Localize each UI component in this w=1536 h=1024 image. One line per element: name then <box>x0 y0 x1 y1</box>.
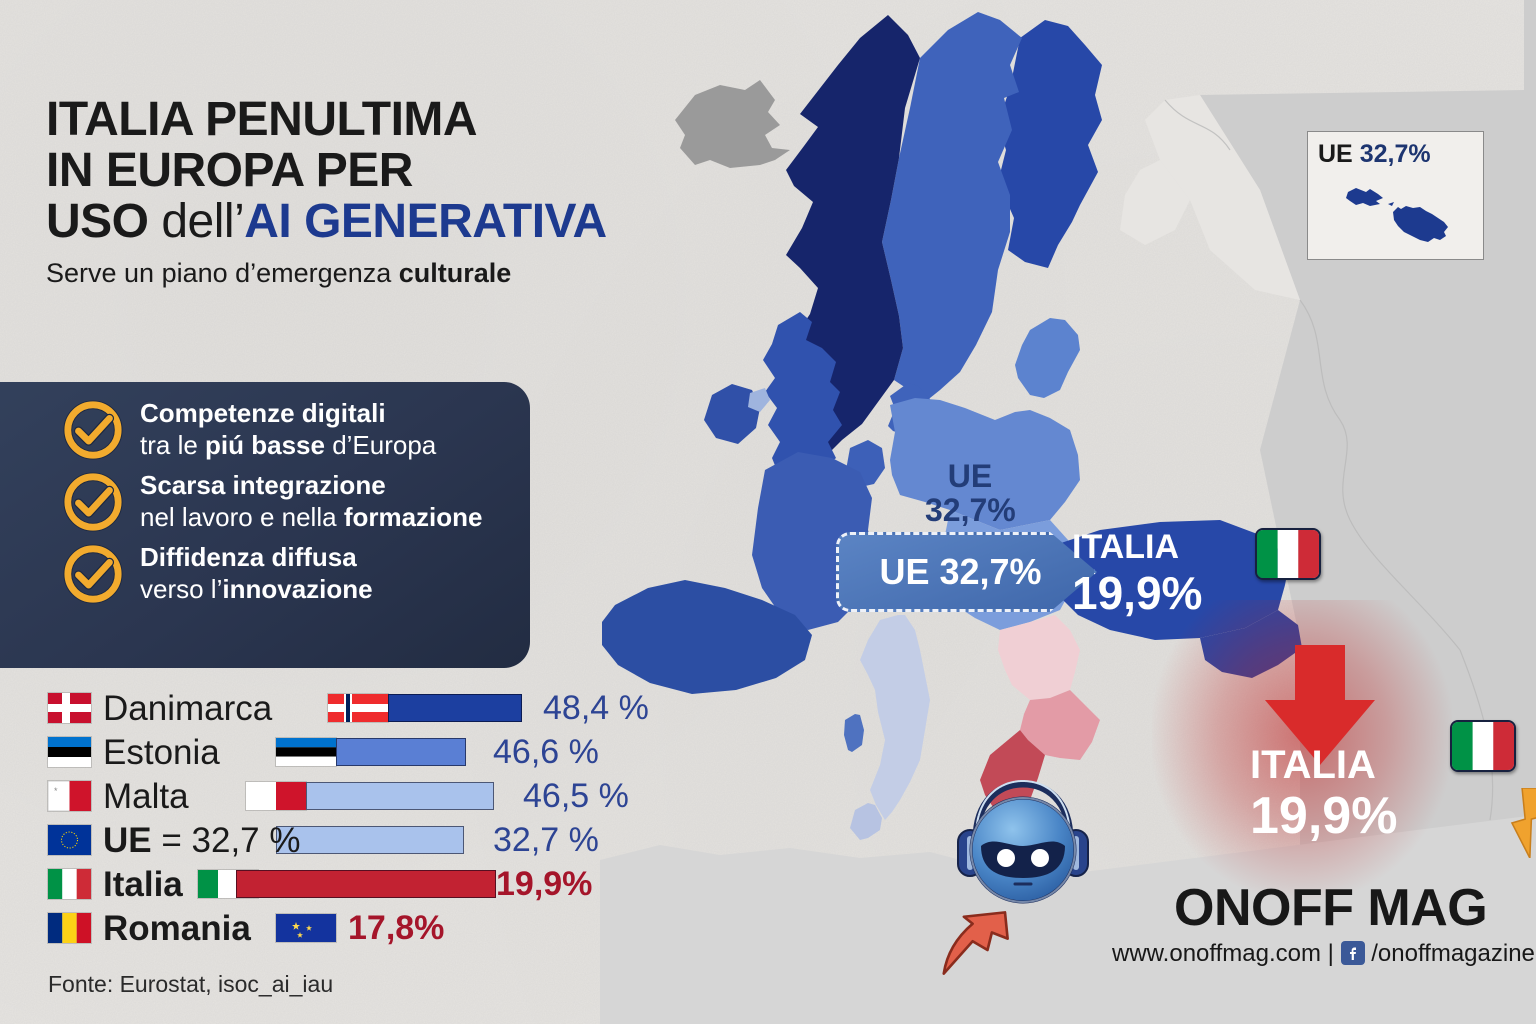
svg-text:*: * <box>54 786 58 796</box>
